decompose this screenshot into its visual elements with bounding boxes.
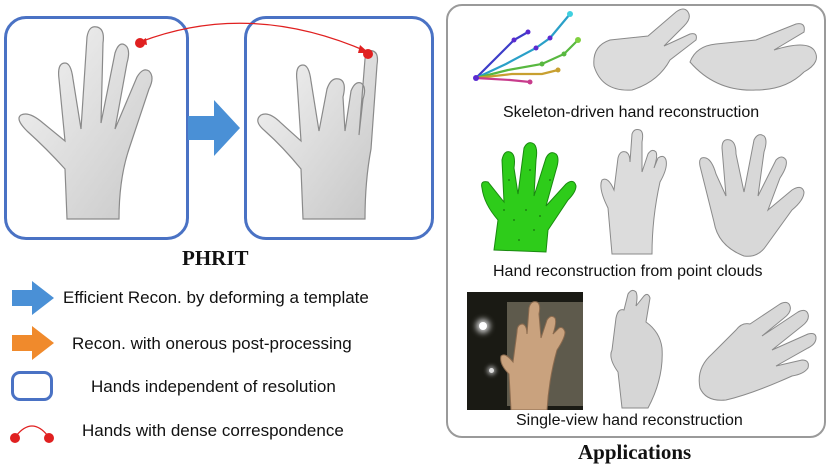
template-hand-box [4,16,189,240]
single-view-recon-mesh-1 [610,289,663,409]
correspondence-arc-icon [10,425,54,443]
photo-hand [500,301,566,410]
deformed-hand-box [244,16,434,240]
skeleton-hand-mesh-victory [593,8,697,91]
correspondence-arc [135,22,373,59]
point-cloud-hand [481,142,577,253]
skeleton-hand-mesh-pointing [689,23,817,91]
single-view-recon-mesh-2 [698,301,817,401]
legend-item-post-processing: Recon. with onerous post-processing [72,334,352,353]
caption-skeleton-driven: Skeleton-driven hand reconstruction [503,104,760,121]
rounded-box-icon [11,371,53,401]
blue-arrow-icon [12,281,54,315]
photo-light-spot [479,322,487,330]
photo-light-spot-2 [489,368,494,373]
legend-item-resolution-independent: Hands independent of resolution [91,377,336,396]
correspondence-point-end [363,49,373,59]
deformed-hand-mesh [257,50,379,220]
phrit-title: PHRIT [182,246,249,270]
hand-skeleton-graphic [473,11,581,85]
caption-point-clouds: Hand reconstruction from point clouds [493,263,763,280]
point-cloud-recon-mesh-1 [600,129,667,255]
point-cloud-recon-mesh-2 [699,134,805,257]
caption-single-view: Single-view hand reconstruction [516,412,743,429]
single-view-photo [467,292,583,410]
deform-arrow-icon [188,100,240,156]
legend-item-efficient-recon: Efficient Recon. by deforming a template [63,288,369,307]
correspondence-point-start [135,38,145,48]
applications-title: Applications [578,440,692,464]
legend-item-dense-correspondence: Hands with dense correspondence [82,421,344,440]
orange-arrow-icon [12,326,54,360]
template-hand-mesh [18,26,153,220]
